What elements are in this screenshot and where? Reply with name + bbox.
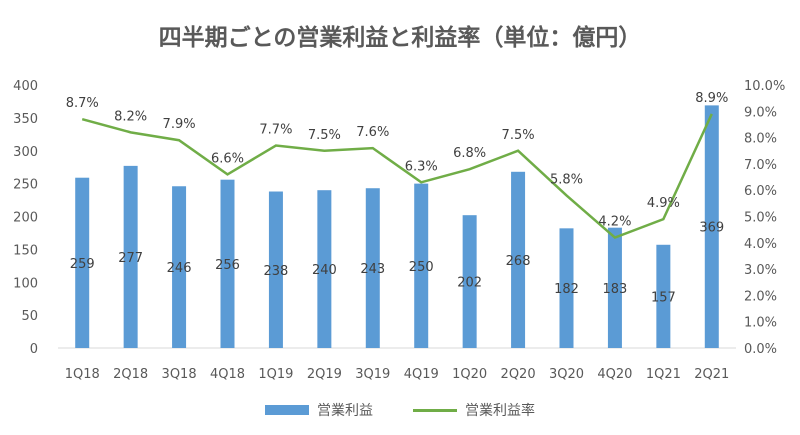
line-data-label: 6.3% [405,159,438,174]
line-data-label: 7.7% [259,122,292,137]
y-tick-label: 300 [13,145,38,160]
bar-data-label: 277 [118,251,143,266]
bar-data-label: 183 [603,282,628,297]
line-data-label: 7.9% [163,117,196,132]
y-tick-label: 150 [13,243,38,258]
legend-label: 営業利益率 [465,403,535,419]
x-tick-label: 2Q18 [113,367,148,382]
x-tick-label: 3Q20 [549,367,584,382]
x-tick-label: 1Q20 [452,367,487,382]
bar [268,191,283,348]
legend-swatch-line [413,408,457,412]
bar [75,177,90,348]
y2-tick-label: 5.0% [744,211,777,226]
bar-data-label: 157 [651,290,676,305]
line-data-label: 7.5% [502,128,535,143]
bar [704,105,719,348]
y2-tick-label: 3.0% [744,263,777,278]
x-tick-label: 2Q21 [694,367,729,382]
bar-data-label: 238 [264,264,289,279]
bar [172,186,187,348]
bar [559,228,574,348]
bar-data-label: 250 [409,260,434,275]
bar [607,227,622,348]
y-tick-label: 100 [13,276,38,291]
bar-data-label: 202 [457,276,482,291]
y-tick-label: 50 [21,309,38,324]
y2-tick-label: 8.0% [744,132,777,147]
bar-data-label: 268 [506,254,531,269]
y-tick-label: 250 [13,178,38,193]
y2-tick-label: 10.0% [744,79,785,94]
bar [220,179,235,348]
line-data-label: 6.6% [211,151,244,166]
y-tick-label: 0 [30,342,38,357]
line-data-label: 7.6% [356,125,389,140]
bar-data-label: 240 [312,263,337,278]
y2-tick-label: 4.0% [744,237,777,252]
bar [511,171,526,348]
y-tick-label: 350 [13,112,38,127]
legend: 営業利益 営業利益率 [0,400,800,420]
y2-tick-label: 1.0% [744,316,777,331]
x-tick-label: 4Q20 [597,367,632,382]
rate-line [81,113,713,239]
x-tick-label: 3Q19 [355,367,390,382]
y2-tick-label: 6.0% [744,184,777,199]
line-data-label: 7.5% [308,128,341,143]
line-data-label: 8.7% [66,96,99,111]
x-tick-label: 4Q19 [404,367,439,382]
bar [462,215,477,348]
line-data-label: 4.2% [598,215,631,230]
bar-data-label: 259 [70,257,95,272]
x-tick-label: 1Q18 [65,367,100,382]
x-tick-label: 4Q18 [210,367,245,382]
x-tick-label: 2Q19 [307,367,342,382]
y-tick-label: 200 [13,211,38,226]
x-tick-label: 3Q18 [162,367,197,382]
y2-tick-label: 2.0% [744,289,777,304]
line-data-label: 4.9% [647,196,680,211]
x-tick-label: 1Q21 [646,367,681,382]
line-data-label: 8.2% [114,109,147,124]
bar-data-label: 246 [167,261,192,276]
bar [414,183,429,348]
legend-item-bar: 営業利益 [265,400,373,420]
y2-tick-label: 7.0% [744,158,777,173]
bar [656,244,671,348]
bar-data-label: 182 [554,282,579,297]
bar [317,190,332,348]
legend-item-line: 営業利益率 [413,400,535,420]
y2-tick-label: 9.0% [744,105,777,120]
x-tick-label: 1Q19 [258,367,293,382]
bar [123,165,138,348]
line-data-label: 5.8% [550,172,583,187]
line-data-label: 6.8% [453,146,486,161]
legend-swatch-bar [265,405,309,415]
bar [365,188,380,348]
bar-data-label: 256 [215,258,240,273]
chart-title: 四半期ごとの営業利益と利益率（単位：億円） [158,25,642,51]
y2-tick-label: 0.0% [744,342,777,357]
y-tick-label: 400 [13,79,38,94]
bar-data-label: 243 [360,262,385,277]
line-data-label: 8.9% [695,91,728,106]
bar-data-label: 369 [699,221,724,236]
x-tick-label: 2Q20 [501,367,536,382]
legend-label: 営業利益 [317,403,373,419]
